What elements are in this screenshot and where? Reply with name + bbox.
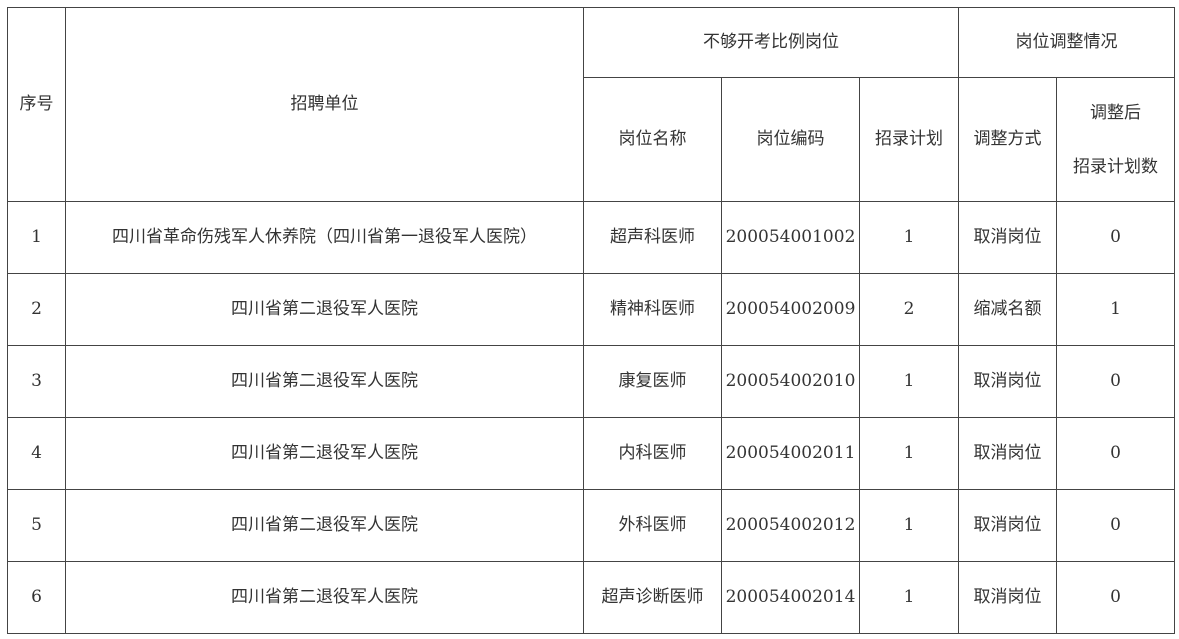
cell-post-code: 200054002010	[721, 345, 860, 418]
cell-post-code: 200054002012	[721, 489, 860, 562]
cell-post-name: 内科医师	[583, 417, 722, 490]
header-adjusted-plan-line1: 调整后	[1090, 102, 1141, 123]
header-adjusted-plan-line2: 招录计划数	[1073, 156, 1158, 177]
cell-seq: 6	[7, 561, 66, 634]
header-unit: 招聘单位	[65, 7, 584, 202]
header-adjusted-plan: 调整后 招录计划数	[1056, 77, 1175, 202]
cell-post-code: 200054002014	[721, 561, 860, 634]
table-row: 5 四川省第二退役军人医院 外科医师 200054002012 1 取消岗位 0	[7, 489, 1175, 562]
cell-adjusted-plan: 0	[1056, 345, 1175, 418]
cell-seq: 5	[7, 489, 66, 562]
cell-unit: 四川省第二退役军人医院	[65, 561, 584, 634]
adjustment-table: 序号 招聘单位 不够开考比例岗位 岗位调整情况 岗位名称 岗位编码 招录计划 调…	[7, 7, 1175, 634]
table-row: 6 四川省第二退役军人医院 超声诊断医师 200054002014 1 取消岗位 0	[7, 561, 1175, 634]
cell-adjust-method: 取消岗位	[958, 561, 1057, 634]
cell-adjust-method: 取消岗位	[958, 489, 1057, 562]
cell-adjusted-plan: 0	[1056, 489, 1175, 562]
cell-post-code: 200054002011	[721, 417, 860, 490]
cell-adjust-method: 取消岗位	[958, 201, 1057, 274]
cell-plan: 1	[859, 201, 959, 274]
cell-adjusted-plan: 1	[1056, 273, 1175, 346]
cell-post-name: 超声诊断医师	[583, 561, 722, 634]
header-post-code: 岗位编码	[721, 77, 860, 202]
cell-plan: 1	[859, 561, 959, 634]
cell-adjust-method: 取消岗位	[958, 345, 1057, 418]
cell-post-code: 200054001002	[721, 201, 860, 274]
header-group-adjust: 岗位调整情况	[958, 7, 1175, 78]
cell-seq: 3	[7, 345, 66, 418]
cell-unit: 四川省第二退役军人医院	[65, 417, 584, 490]
table-row: 1 四川省革命伤残军人休养院（四川省第一退役军人医院） 超声科医师 200054001…	[7, 201, 1175, 274]
cell-plan: 1	[859, 489, 959, 562]
cell-unit: 四川省革命伤残军人休养院（四川省第一退役军人医院）	[65, 201, 584, 274]
header-plan: 招录计划	[859, 77, 959, 202]
cell-adjusted-plan: 0	[1056, 561, 1175, 634]
cell-unit: 四川省第二退役军人医院	[65, 489, 584, 562]
cell-plan: 2	[859, 273, 959, 346]
cell-unit: 四川省第二退役军人医院	[65, 273, 584, 346]
cell-post-name: 精神科医师	[583, 273, 722, 346]
table-row: 4 四川省第二退役军人医院 内科医师 200054002011 1 取消岗位 0	[7, 417, 1175, 490]
cell-adjust-method: 取消岗位	[958, 417, 1057, 490]
cell-adjusted-plan: 0	[1056, 417, 1175, 490]
header-group-insufficient: 不够开考比例岗位	[583, 7, 959, 78]
cell-seq: 1	[7, 201, 66, 274]
table-row: 2 四川省第二退役军人医院 精神科医师 200054002009 2 缩减名额 1	[7, 273, 1175, 346]
cell-adjusted-plan: 0	[1056, 201, 1175, 274]
cell-seq: 4	[7, 417, 66, 490]
header-post-name: 岗位名称	[583, 77, 722, 202]
cell-post-name: 康复医师	[583, 345, 722, 418]
cell-unit: 四川省第二退役军人医院	[65, 345, 584, 418]
header-adjust-method: 调整方式	[958, 77, 1057, 202]
cell-post-name: 外科医师	[583, 489, 722, 562]
cell-plan: 1	[859, 345, 959, 418]
cell-post-name: 超声科医师	[583, 201, 722, 274]
cell-plan: 1	[859, 417, 959, 490]
table-row: 3 四川省第二退役军人医院 康复医师 200054002010 1 取消岗位 0	[7, 345, 1175, 418]
cell-post-code: 200054002009	[721, 273, 860, 346]
cell-adjust-method: 缩减名额	[958, 273, 1057, 346]
cell-seq: 2	[7, 273, 66, 346]
header-seq: 序号	[7, 7, 66, 202]
